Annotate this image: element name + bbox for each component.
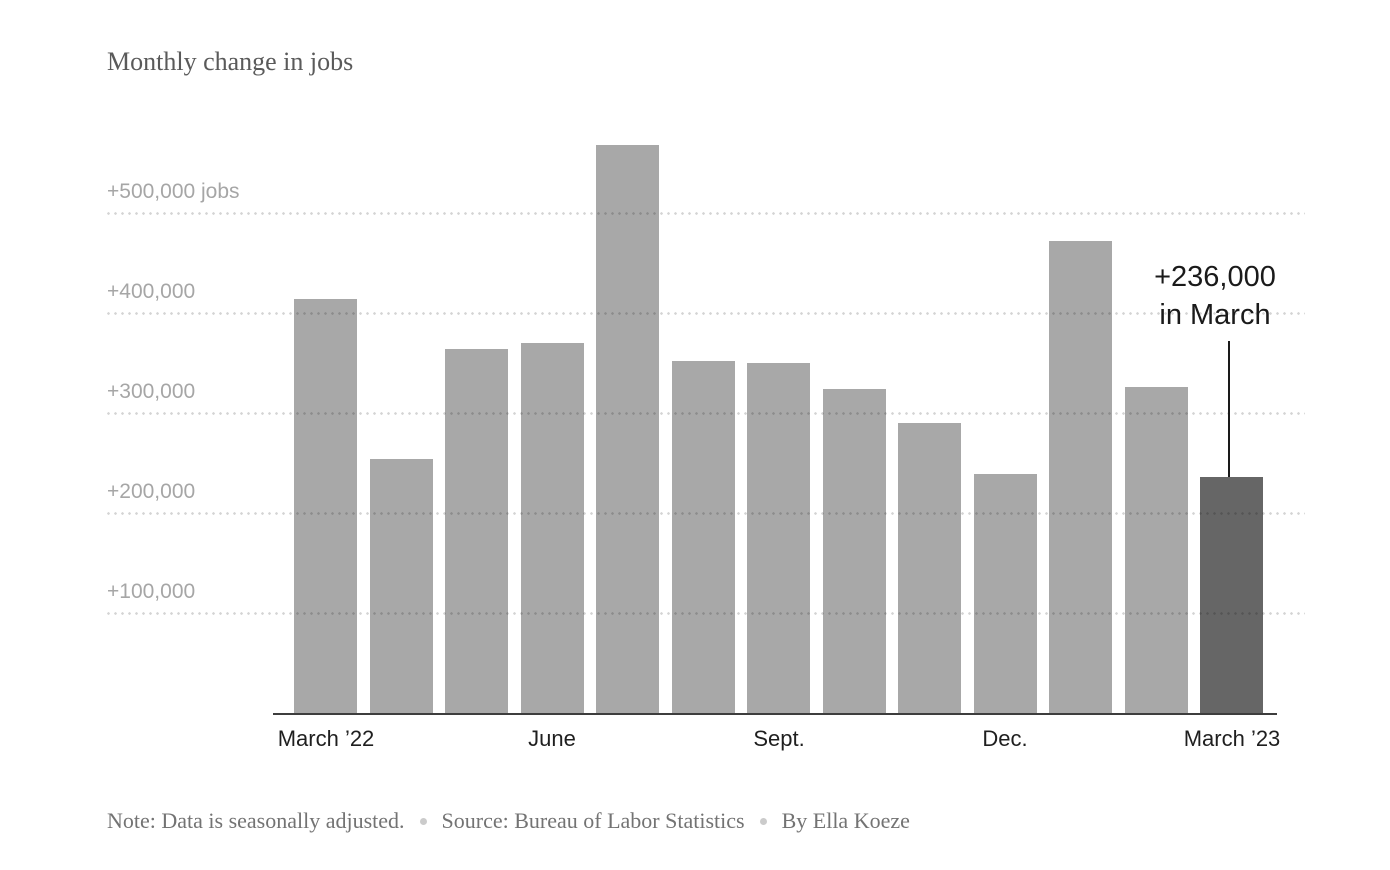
y-axis-tick-label: +300,000 <box>107 380 196 403</box>
bar-February <box>1125 387 1188 713</box>
separator-dot-icon <box>759 817 767 825</box>
x-axis-tick-label: March ’22 <box>277 726 375 751</box>
annotation-march-value: +236,000 in March <box>1130 258 1300 334</box>
bar-December <box>974 474 1037 713</box>
footer: Note: Data is seasonally adjusted. Sourc… <box>107 806 910 836</box>
x-axis-tick-label: March ’23 <box>1183 726 1281 751</box>
footer-note: Note: Data is seasonally adjusted. <box>107 808 405 833</box>
bar-May <box>445 349 508 713</box>
gridline-500000 <box>105 212 1305 215</box>
gridline-300000 <box>105 412 1305 415</box>
bar-September <box>747 363 810 713</box>
gridline-100000 <box>105 612 1305 615</box>
gridline-400000 <box>105 312 1305 315</box>
annotation-month-text: in March <box>1159 299 1271 331</box>
bar-March ’23 <box>1200 477 1263 713</box>
y-axis-tick-label: +100,000 <box>107 580 196 603</box>
annotation-value-text: +236,000 <box>1154 261 1276 293</box>
separator-dot-icon <box>419 817 427 825</box>
annotation-leader-line <box>1228 341 1230 477</box>
bar-July <box>596 145 659 713</box>
bar-November <box>898 423 961 713</box>
x-axis-line <box>273 713 1277 715</box>
gridline-200000 <box>105 512 1305 515</box>
bar-March ’22 <box>294 299 357 713</box>
x-axis-tick-label: Sept. <box>753 726 805 751</box>
footer-source: Source: Bureau of Labor Statistics <box>441 808 745 833</box>
footer-byline: By Ella Koeze <box>781 808 910 833</box>
y-axis-tick-label: +200,000 <box>107 480 196 503</box>
x-axis-tick-label: June <box>528 726 576 751</box>
x-axis-tick-label: Dec. <box>982 726 1028 751</box>
bar-October <box>823 389 886 713</box>
bar-August <box>672 361 735 713</box>
chart-title: Monthly change in jobs <box>107 47 354 76</box>
y-axis-tick-label: +500,000 jobs <box>107 180 240 203</box>
bar-June <box>521 343 584 713</box>
bar-April <box>370 459 433 713</box>
bar-January ’23 <box>1049 241 1112 713</box>
y-axis-tick-label: +400,000 <box>107 280 196 303</box>
